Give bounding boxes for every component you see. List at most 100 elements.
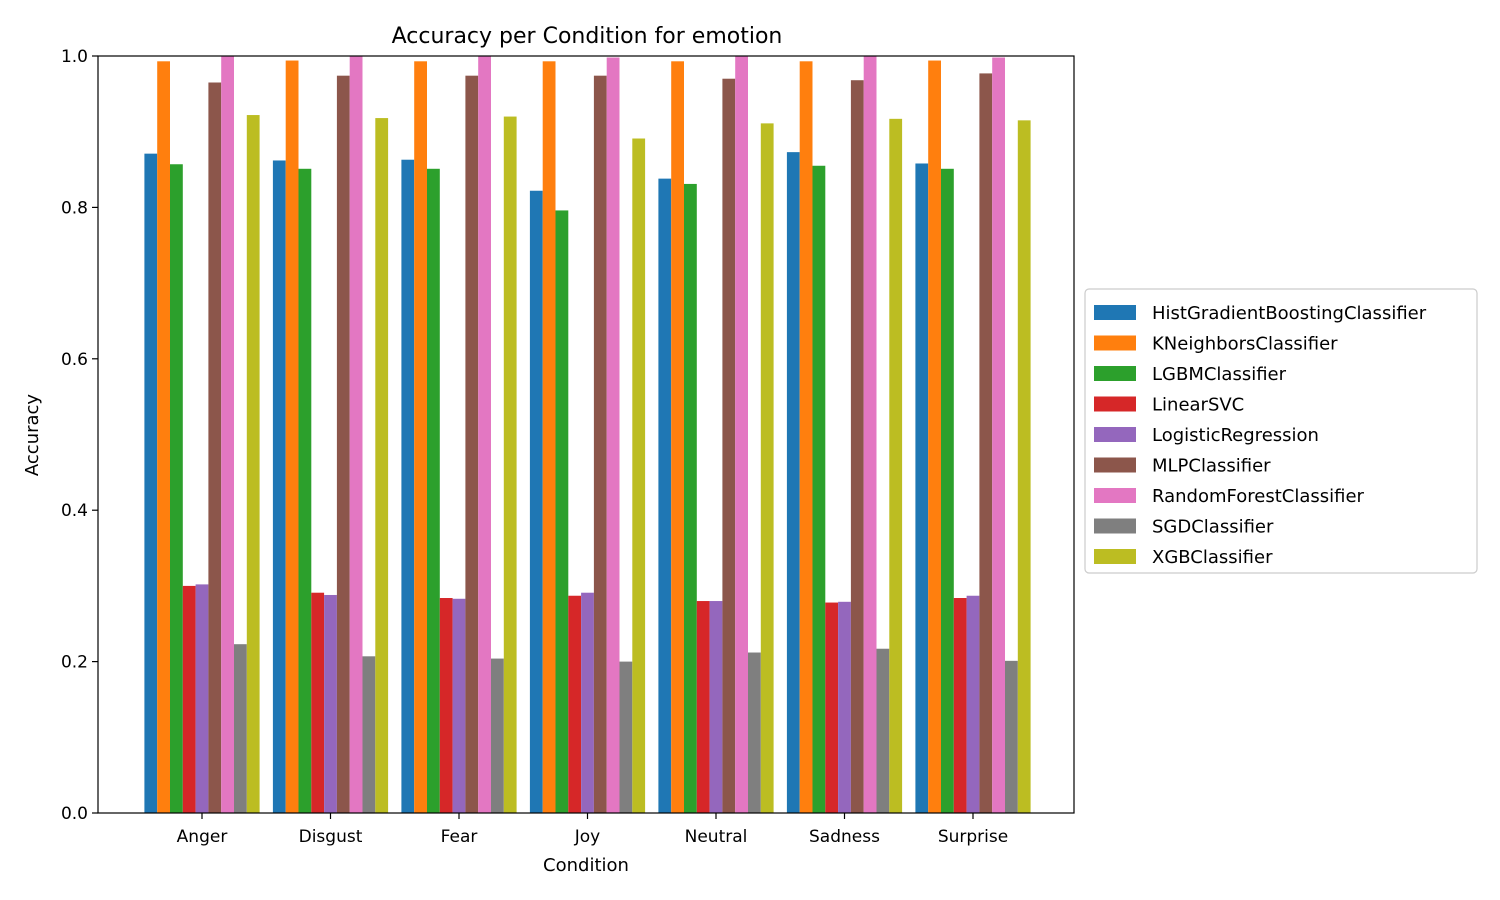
- legend-swatch: [1094, 396, 1136, 412]
- bar: [542, 61, 556, 814]
- bar: [311, 592, 325, 813]
- x-tick-label: Joy: [574, 827, 600, 847]
- bar: [336, 75, 350, 814]
- bar: [568, 595, 582, 813]
- bar: [619, 661, 633, 813]
- bar: [671, 61, 684, 814]
- legend-label: LogisticRegression: [1152, 425, 1319, 446]
- bar: [465, 75, 479, 814]
- legend-label: XGBClassifier: [1152, 547, 1273, 568]
- plot-frame: [97, 55, 1075, 814]
- bar: [799, 61, 813, 814]
- bar: [979, 73, 993, 813]
- x-tick-label: Surprise: [938, 827, 1008, 847]
- y-tick-label: 0.8: [61, 198, 88, 218]
- bar: [427, 168, 440, 814]
- bar: [285, 60, 299, 814]
- bar: [1017, 120, 1031, 814]
- bar: [850, 80, 864, 814]
- bar: [157, 61, 170, 814]
- bar: [735, 56, 748, 813]
- legend-label: LGBMClassifier: [1152, 364, 1287, 385]
- legend-label: LinearSVC: [1152, 395, 1244, 416]
- bar: [439, 598, 453, 813]
- bar: [684, 183, 697, 813]
- bar: [144, 153, 158, 813]
- bar: [941, 168, 954, 814]
- bar: [362, 656, 376, 813]
- bar: [760, 123, 774, 814]
- bar: [838, 601, 851, 813]
- bar: [221, 56, 234, 813]
- bar: [632, 138, 646, 813]
- legend-label: SGDClassifier: [1152, 517, 1274, 538]
- legend-frame: [1084, 288, 1478, 574]
- legend-label: HistGradientBoostingClassifier: [1152, 303, 1427, 324]
- y-tick-label: 0.0: [61, 804, 88, 824]
- legend-swatch: [1094, 457, 1136, 473]
- x-tick-label: Disgust: [299, 827, 363, 847]
- legend-label: KNeighborsClassifier: [1152, 334, 1338, 355]
- y-tick-label: 0.2: [61, 653, 88, 673]
- y-axis-label: Accuracy: [22, 394, 43, 477]
- bar: [748, 652, 761, 813]
- bar: [581, 592, 594, 813]
- bar: [928, 60, 941, 814]
- legend-swatch: [1094, 549, 1136, 564]
- bar: [401, 159, 415, 813]
- y-tick-label: 0.6: [61, 350, 88, 370]
- x-tick-label: Neutral: [685, 827, 748, 847]
- bar: [246, 115, 260, 814]
- bar: [966, 595, 980, 813]
- bar: [375, 118, 389, 813]
- legend-swatch: [1094, 366, 1136, 381]
- bar: [876, 648, 890, 813]
- bar: [786, 152, 800, 813]
- chart-title: Accuracy per Condition for emotion: [392, 24, 783, 49]
- bar: [658, 178, 672, 813]
- bar: [452, 598, 466, 813]
- bar: [863, 56, 877, 813]
- bar: [555, 210, 569, 813]
- bar: [272, 160, 286, 814]
- bar: [234, 644, 247, 813]
- bar: [195, 584, 209, 813]
- bar: [1005, 660, 1018, 813]
- bar: [298, 168, 312, 814]
- legend-swatch: [1094, 427, 1136, 442]
- bar: [349, 56, 363, 813]
- x-tick-label: Fear: [441, 827, 478, 847]
- legend-swatch: [1094, 335, 1136, 351]
- bar: [170, 164, 183, 813]
- legend-label: RandomForestClassifier: [1152, 486, 1365, 507]
- bar: [593, 75, 607, 814]
- legend-swatch: [1094, 518, 1136, 534]
- legend-swatch: [1094, 488, 1136, 503]
- bar: [812, 165, 826, 813]
- x-axis: Anger Disgust Fear Joy Neutral Sadness Surpris…: [177, 813, 1008, 847]
- bar: [992, 57, 1005, 813]
- bar: [722, 78, 736, 813]
- bar: [696, 601, 710, 813]
- legend: HistGradientBoostingClassifier KNeighbors…: [1084, 288, 1478, 574]
- bar: [503, 116, 517, 813]
- bar: [324, 594, 337, 813]
- x-axis-label: Condition: [543, 855, 629, 876]
- bar: [709, 601, 723, 813]
- bar: [182, 585, 196, 813]
- bar: [414, 61, 427, 814]
- bar: [889, 118, 903, 813]
- bar: [491, 658, 504, 813]
- x-tick-label: Sadness: [809, 827, 880, 847]
- y-tick-label: 1.0: [61, 47, 88, 67]
- y-tick-label: 0.4: [61, 501, 88, 521]
- bar: [208, 82, 222, 813]
- bar: [529, 190, 543, 813]
- bar: [953, 598, 967, 813]
- legend-label: MLPClassifier: [1152, 456, 1271, 477]
- bar: [915, 163, 929, 814]
- y-axis: 0.0 0.2 0.4 0.6 0.8 1.0: [61, 47, 98, 824]
- bar: [478, 56, 491, 813]
- bar: [825, 602, 839, 813]
